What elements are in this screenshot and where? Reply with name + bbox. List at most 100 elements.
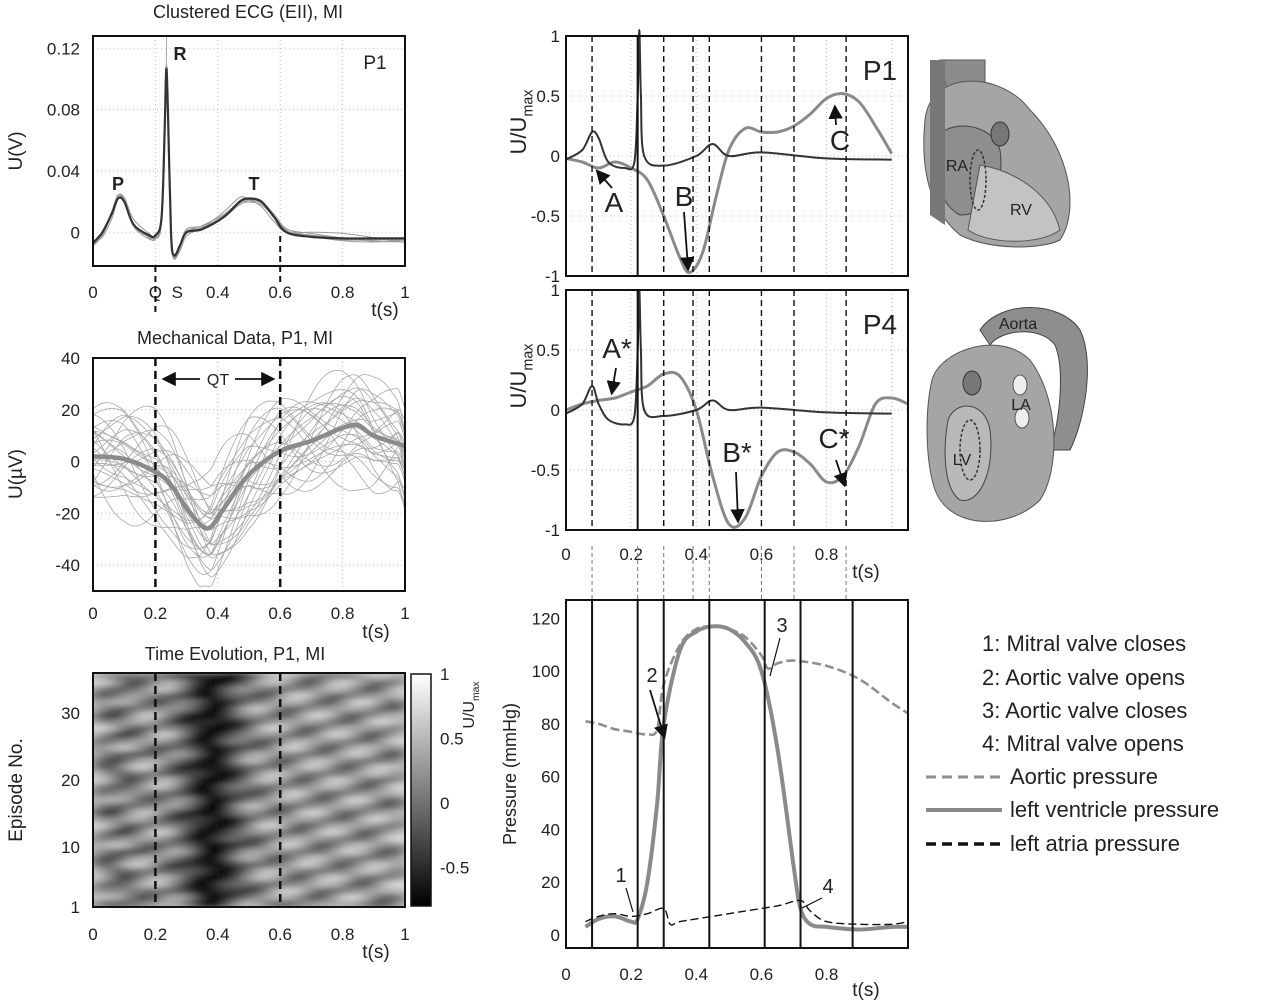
heatmap-cell bbox=[141, 673, 154, 681]
heatmap-cell bbox=[309, 705, 322, 713]
heatmap-cell bbox=[225, 874, 238, 882]
heatmap-cell bbox=[93, 894, 106, 902]
heatmap-cell bbox=[213, 712, 226, 720]
heatmap-cell bbox=[201, 686, 214, 694]
ecg-cluster-trace bbox=[92, 67, 405, 257]
heart-la-label: LA bbox=[1011, 397, 1031, 414]
heatmap-cell bbox=[261, 699, 274, 707]
heatmap-cell bbox=[309, 855, 322, 863]
heatmap-cell bbox=[285, 790, 298, 798]
heatmap-cell bbox=[369, 790, 382, 798]
heatmap-cell bbox=[237, 751, 250, 759]
heatmap-cell bbox=[189, 816, 202, 824]
heatmap-cell bbox=[165, 757, 178, 765]
heatmap-cell bbox=[285, 835, 298, 843]
heatmap-cell bbox=[345, 692, 358, 700]
heatmap-cell bbox=[189, 855, 202, 863]
heatmap-cell bbox=[141, 725, 154, 733]
heatmap-cell bbox=[213, 731, 226, 739]
heatmap-cell bbox=[153, 699, 166, 707]
heatmap-cell bbox=[297, 900, 310, 907]
heatmap-cell bbox=[345, 731, 358, 739]
heatmap-cell bbox=[165, 894, 178, 902]
heatmap-cell bbox=[153, 692, 166, 700]
heatmap-cell bbox=[105, 881, 118, 889]
ecg-xtick-label: Q bbox=[149, 283, 162, 302]
heatmap-cell bbox=[177, 809, 190, 817]
mech-episode-trace bbox=[92, 400, 406, 559]
heatmap-cell bbox=[213, 887, 226, 895]
heatmap-cell bbox=[225, 744, 238, 752]
heatmap-cell bbox=[153, 725, 166, 733]
heatmap-cell bbox=[201, 673, 214, 681]
heatmap-cell bbox=[129, 874, 142, 882]
heatmap-cell bbox=[345, 751, 358, 759]
heatmap-cell bbox=[141, 900, 154, 907]
heatmap-cell bbox=[321, 699, 334, 707]
mech-xtick-label: 0.8 bbox=[331, 604, 355, 623]
heatmap-cell bbox=[357, 848, 370, 856]
heatmap-cell bbox=[357, 757, 370, 765]
heatmap-cell bbox=[105, 731, 118, 739]
mech-ytick-label: 0 bbox=[71, 453, 80, 472]
heatmap-cell bbox=[153, 887, 166, 895]
heatmap-cell bbox=[369, 809, 382, 817]
heatmap-cell bbox=[333, 673, 346, 681]
heatmap-cell bbox=[189, 751, 202, 759]
heatmap-cell bbox=[249, 848, 262, 856]
heatmap-cell bbox=[225, 783, 238, 791]
heat-xtick-label: 0.6 bbox=[268, 925, 292, 944]
heatmap-cell bbox=[297, 692, 310, 700]
heatmap-cell bbox=[93, 692, 106, 700]
heatmap-cell bbox=[141, 842, 154, 850]
heatmap-cell bbox=[177, 790, 190, 798]
heatmap-cell bbox=[93, 874, 106, 882]
ecg-frame bbox=[92, 35, 406, 267]
heatmap-cell bbox=[177, 803, 190, 811]
heatmap-cell bbox=[189, 835, 202, 843]
heatmap-cell bbox=[297, 679, 310, 687]
mech-ytick-label: 20 bbox=[61, 401, 80, 420]
heatmap-cell bbox=[393, 673, 405, 681]
heatmap-cell bbox=[165, 887, 178, 895]
heatmap-cell bbox=[117, 770, 130, 778]
heatmap-cell bbox=[237, 699, 250, 707]
heatmap-cell bbox=[333, 679, 346, 687]
heatmap-cell bbox=[273, 744, 286, 752]
mech-episode-trace bbox=[92, 431, 406, 498]
heatmap-cell bbox=[153, 673, 166, 681]
heatmap-cell bbox=[333, 803, 346, 811]
pressure-ann-1-leader bbox=[625, 887, 634, 913]
heatmap-cell bbox=[153, 822, 166, 830]
heatmap-cell bbox=[225, 842, 238, 850]
heatmap-cell bbox=[93, 738, 106, 746]
heatmap-cell bbox=[93, 731, 106, 739]
heatmap-cell bbox=[153, 705, 166, 713]
heatmap-cell bbox=[237, 777, 250, 785]
heatmap-cell bbox=[177, 894, 190, 902]
heatmap-cell bbox=[381, 731, 394, 739]
heatmap-cell bbox=[213, 725, 226, 733]
heatmap-cell bbox=[357, 874, 370, 882]
heatmap-cell bbox=[93, 705, 106, 713]
heatmap-cell bbox=[93, 822, 106, 830]
heatmap-cell bbox=[381, 874, 394, 882]
heatmap-cell bbox=[225, 809, 238, 817]
heatmap-cell bbox=[129, 894, 142, 902]
heatmap-cell bbox=[249, 679, 262, 687]
heatmap-cell bbox=[237, 874, 250, 882]
heatmap-cell bbox=[153, 868, 166, 876]
heatmap-cell bbox=[177, 751, 190, 759]
heatmap-cell bbox=[297, 699, 310, 707]
heatmap-cell bbox=[105, 835, 118, 843]
heatmap-cell bbox=[105, 712, 118, 720]
heatmap-cell bbox=[213, 705, 226, 713]
heatmap-cell bbox=[213, 803, 226, 811]
heatmap-cell bbox=[153, 751, 166, 759]
heatmap-cell bbox=[393, 894, 405, 902]
heatmap-cell bbox=[213, 699, 226, 707]
heatmap-cell bbox=[117, 868, 130, 876]
heatmap-cell bbox=[225, 757, 238, 765]
ecg-xlabel: t(s) bbox=[371, 300, 398, 321]
heatmap-cell bbox=[321, 894, 334, 902]
